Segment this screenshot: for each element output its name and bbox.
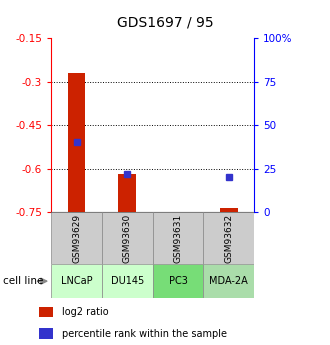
Bar — [51, 212, 102, 264]
Text: cell line: cell line — [3, 276, 44, 286]
Bar — [152, 264, 203, 298]
Text: log2 ratio: log2 ratio — [62, 307, 109, 317]
Text: percentile rank within the sample: percentile rank within the sample — [62, 329, 227, 339]
Text: GSM93632: GSM93632 — [224, 214, 233, 263]
Bar — [152, 212, 203, 264]
Bar — [102, 212, 152, 264]
Text: GSM93629: GSM93629 — [72, 214, 81, 263]
Text: PC3: PC3 — [169, 276, 187, 286]
Bar — [102, 264, 152, 298]
Text: MDA-2A: MDA-2A — [209, 276, 248, 286]
Text: DU145: DU145 — [111, 276, 144, 286]
Text: LNCaP: LNCaP — [61, 276, 92, 286]
Text: GSM93631: GSM93631 — [174, 214, 182, 263]
Bar — [203, 212, 254, 264]
Bar — [68, 73, 85, 212]
Bar — [220, 208, 238, 212]
Bar — [118, 175, 136, 212]
Bar — [39, 307, 53, 317]
Bar — [51, 264, 102, 298]
Text: GDS1697 / 95: GDS1697 / 95 — [117, 16, 213, 30]
Bar — [203, 264, 254, 298]
Bar — [39, 328, 53, 339]
Text: GSM93630: GSM93630 — [123, 214, 132, 263]
